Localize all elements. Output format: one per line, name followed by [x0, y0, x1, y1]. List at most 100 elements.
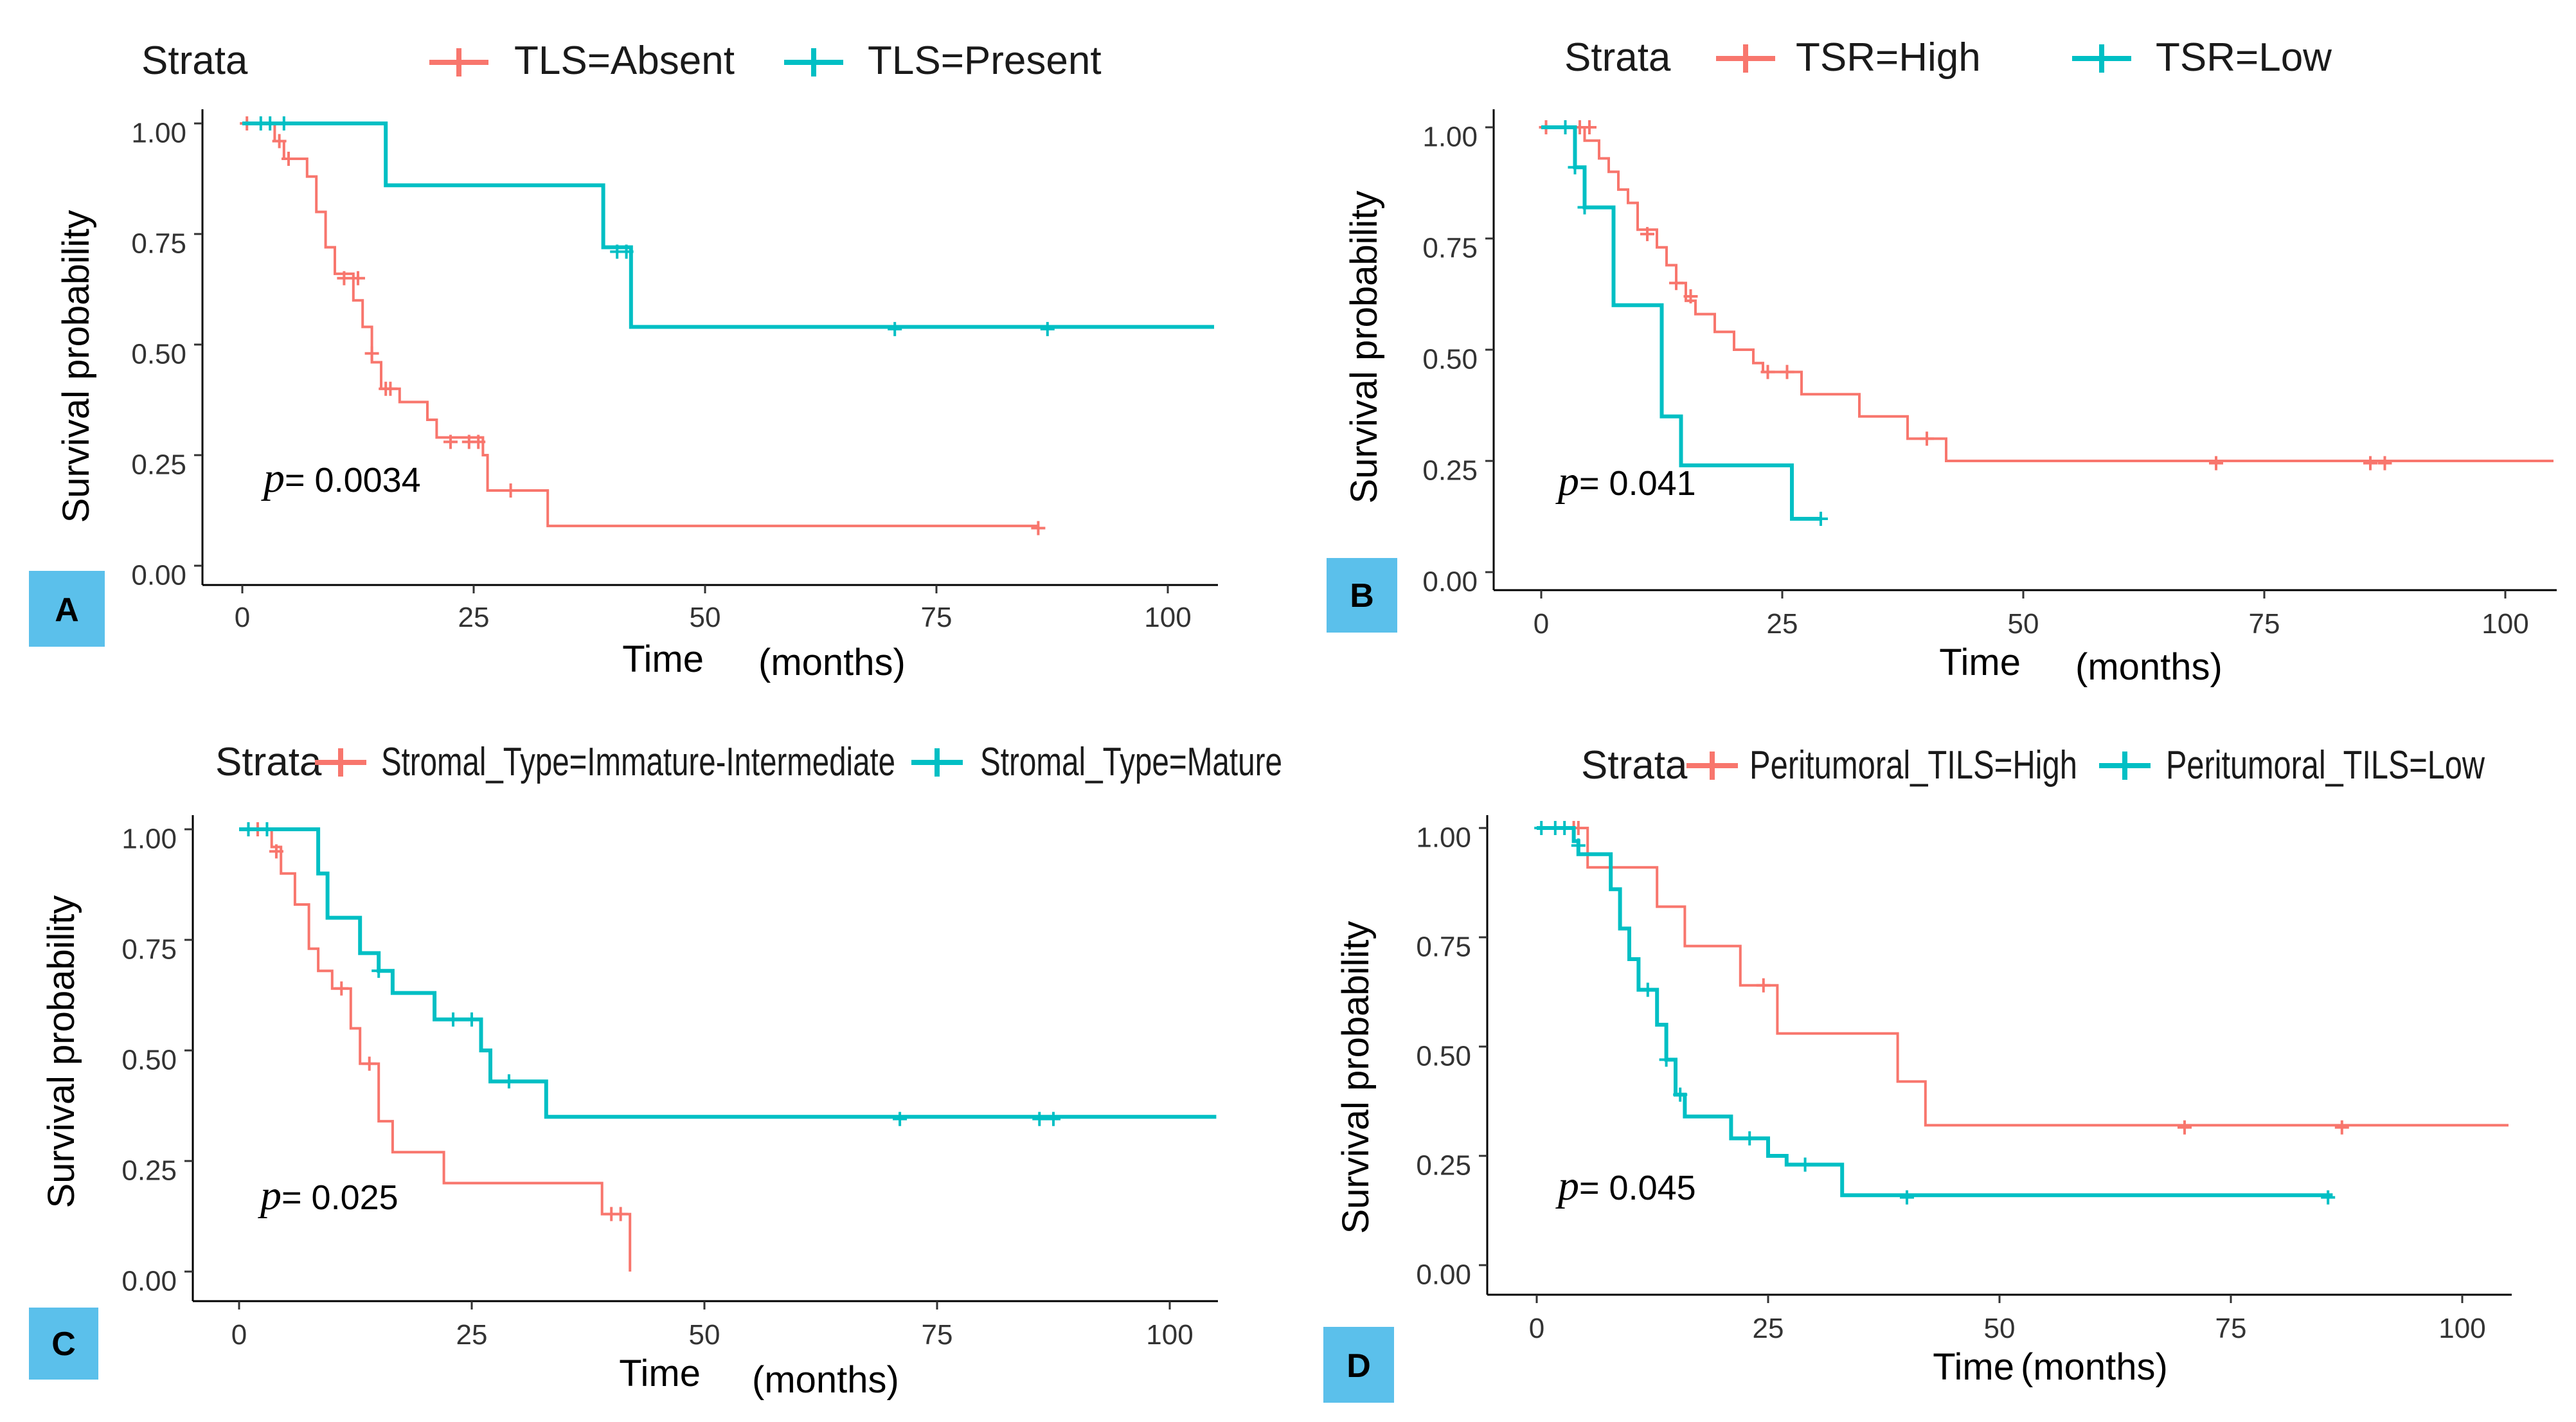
x-axis-unit: (months)	[752, 1359, 899, 1401]
km-plot-area-c	[239, 822, 1217, 1272]
y-axis-b: 1.00 0.75 0.50 0.25 0.00 Survival probab…	[1343, 109, 1495, 598]
censor-mark-teal	[2321, 1190, 2336, 1205]
x-axis-title: Time	[1939, 642, 2021, 683]
x-tick-label-100: 100	[1146, 1319, 1193, 1351]
x-tick-label-0: 0	[1529, 1313, 1544, 1344]
y-tick-label-025: 0.25	[131, 449, 186, 481]
censor-mark-teal	[241, 822, 256, 836]
x-axis-c: 0 25 50 75 100 Time (months)	[193, 1300, 1218, 1401]
y-axis-c: 1.00 0.75 0.50 0.25 0.00 Survival probab…	[40, 815, 194, 1301]
legend-label-absent: TLS=Absent	[514, 39, 735, 83]
panel-badge-label-a: A	[55, 591, 79, 629]
censor-mark-teal	[1742, 1131, 1757, 1146]
y-tick-label-1: 1.00	[1416, 822, 1471, 854]
censor-mark-teal	[501, 1074, 516, 1089]
panel-badge-label-d: D	[1346, 1347, 1371, 1385]
x-tick-label-50: 50	[690, 602, 721, 633]
censor-mark-red	[1640, 227, 1654, 242]
censor-mark-red	[337, 271, 352, 285]
y-tick-label-025: 0.25	[121, 1155, 177, 1187]
censor-mark-red	[471, 435, 486, 449]
censor-mark-teal	[260, 822, 274, 836]
legend-label-high: Peritumoral_TILS=High	[1749, 743, 2077, 788]
y-tick-label-025: 0.25	[1422, 455, 1478, 487]
y-axis-title: Survival probability	[1335, 921, 1377, 1234]
censor-mark-teal	[1814, 511, 1828, 526]
panel-badge-label-c: C	[51, 1326, 76, 1363]
censor-mark-red	[443, 435, 458, 449]
censor-mark-teal	[465, 1012, 479, 1027]
panel-badge-d	[1323, 1327, 1394, 1403]
x-tick-label-25: 25	[456, 1319, 488, 1351]
x-axis-title: Time	[622, 638, 704, 680]
p-value-annotation: p= 0.0034	[261, 455, 421, 501]
p-value: = 0.041	[1579, 464, 1696, 503]
km-plot-area-a	[240, 116, 1214, 536]
y-axis-title: Survival probability	[1343, 191, 1385, 504]
censor-mark-red	[1669, 276, 1683, 291]
censor-mark-red	[1780, 364, 1794, 379]
censor-mark-teal	[1557, 821, 1572, 835]
x-tick-label-50: 50	[1984, 1313, 2016, 1344]
x-tick-label-75: 75	[2249, 608, 2280, 640]
p-value-annotation: p= 0.025	[258, 1172, 398, 1219]
censor-mark-teal	[1558, 120, 1573, 134]
km-chart-b: Strata TSR=High TSR=Low 1.00 0.75 0.50 0…	[1327, 35, 2557, 688]
km-curve-red	[1541, 126, 2554, 462]
km-curve-teal	[1541, 125, 1821, 521]
censor-mark-red	[351, 271, 365, 285]
legend-title: Strata	[141, 39, 248, 83]
x-tick-label-0: 0	[235, 602, 250, 633]
legend-title: Strata	[1564, 35, 1671, 80]
y-tick-label-025: 0.25	[1416, 1150, 1471, 1182]
p-value-annotation: p= 0.045	[1555, 1162, 1696, 1209]
censor-mark-red	[2377, 456, 2392, 471]
y-tick-label-050: 0.50	[1422, 344, 1478, 375]
censor-mark-red	[282, 152, 296, 166]
y-tick-label-075: 0.75	[131, 228, 186, 260]
censor-mark-teal	[1577, 200, 1592, 215]
censor-mark-red	[1920, 431, 1934, 446]
censor-mark-red	[2363, 456, 2377, 471]
censor-mark-red	[2334, 1120, 2349, 1135]
legend-d: Strata Peritumoral_TILS=High Peritumoral…	[1581, 743, 2485, 788]
y-axis-title: Survival probability	[55, 210, 97, 523]
x-tick-label-75: 75	[921, 602, 953, 633]
censor-mark-red	[1683, 289, 1698, 303]
x-tick-label-75: 75	[2215, 1313, 2247, 1344]
censor-mark-teal	[263, 116, 278, 130]
km-curve-teal	[239, 827, 1217, 1119]
km-panel-a: Strata TLS=Absent TLS=Present 1.00 0.75 …	[0, 0, 1288, 711]
x-tick-label-25: 25	[1753, 1313, 1784, 1344]
x-tick-label-50: 50	[2008, 608, 2039, 640]
x-axis-unit: (months)	[2021, 1346, 2168, 1388]
censor-mark-red	[1582, 120, 1597, 134]
p-value: = 0.0034	[285, 461, 421, 500]
censor-mark-red	[272, 134, 287, 148]
legend-label-immature: Stromal_Type=Immature-Intermediate	[381, 740, 895, 784]
km-curve-red	[1537, 827, 2509, 1127]
legend-label-low: Peritumoral_TILS=Low	[2166, 743, 2485, 788]
censor-mark-teal	[1900, 1190, 1914, 1205]
censor-mark-teal	[1534, 821, 1549, 835]
legend-label-present: TLS=Present	[868, 39, 1102, 83]
censor-mark-red	[1760, 364, 1775, 379]
p-value-annotation: p= 0.041	[1555, 458, 1696, 505]
x-axis-d: 0 25 50 75 100 Time (months)	[1487, 1293, 2512, 1388]
censor-mark-teal	[893, 1112, 908, 1126]
censor-mark-red	[1031, 521, 1046, 536]
censor-mark-teal	[619, 244, 634, 259]
y-tick-label-0: 0.00	[121, 1266, 177, 1297]
p-value: = 0.025	[282, 1178, 398, 1217]
x-tick-label-25: 25	[458, 602, 490, 633]
x-tick-label-100: 100	[1144, 602, 1191, 633]
censor-mark-teal	[1640, 982, 1655, 997]
panel-badge-a	[29, 571, 105, 647]
legend-label-mature: Stromal_Type=Mature	[980, 740, 1282, 784]
censor-mark-red	[503, 483, 518, 498]
censor-mark-red	[269, 844, 283, 859]
y-tick-label-050: 0.50	[131, 339, 186, 370]
km-plot-area-d	[1534, 821, 2509, 1205]
x-tick-label-100: 100	[2482, 608, 2528, 640]
x-tick-label-0: 0	[1534, 608, 1549, 640]
